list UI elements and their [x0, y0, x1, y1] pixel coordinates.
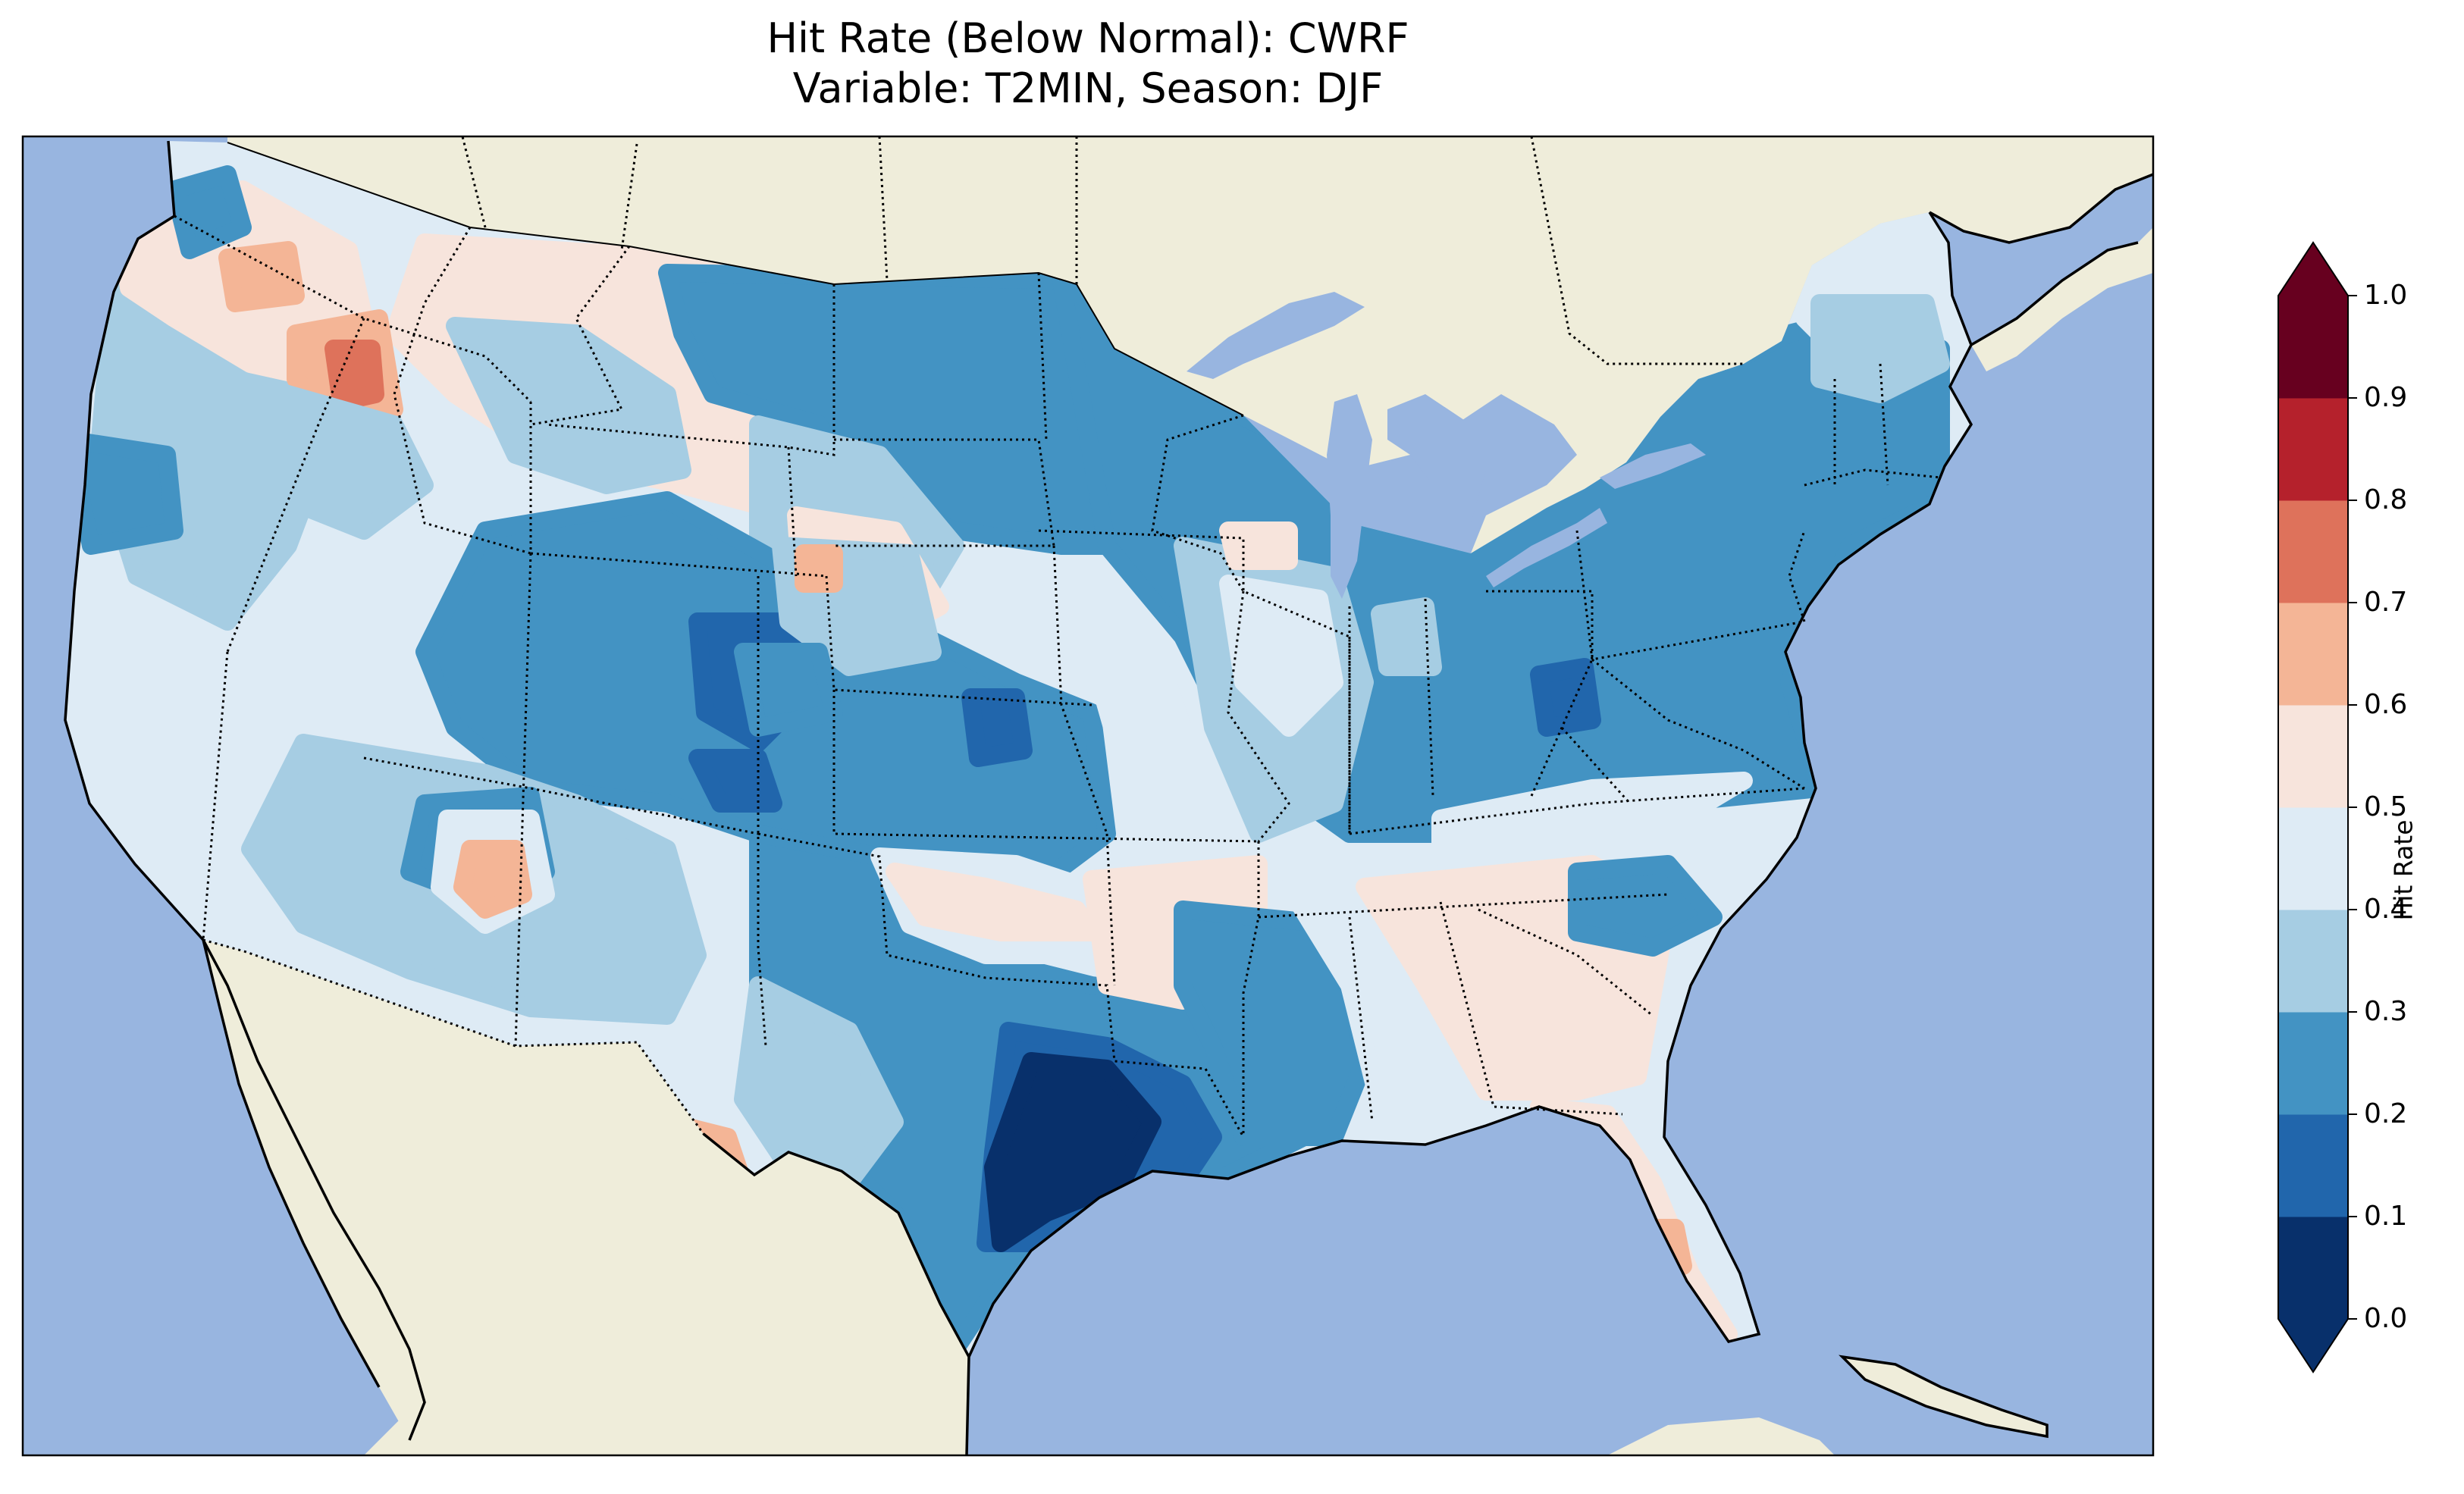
hit-rate-region [218, 241, 305, 312]
colorbar-extend-max [2278, 243, 2348, 296]
hit-rate-region [1090, 673, 1192, 744]
hit-rate-region [795, 544, 843, 593]
hit-rate-region [453, 840, 532, 919]
maritimes-land [1971, 227, 2153, 371]
colorbar-tick-label: 0.9 [2364, 382, 2408, 413]
hit-rate-region [688, 749, 782, 813]
hit-rate-region [961, 688, 1033, 767]
hit-rate-region [1371, 597, 1442, 676]
canada-us-border [227, 142, 1244, 416]
lake-erie [1486, 508, 1607, 587]
colorbar [2277, 241, 2357, 1373]
hit-rate-region [1810, 294, 1950, 403]
map-plot-area [23, 136, 2153, 1455]
map-frame [21, 135, 2155, 1457]
hit-rate-region [446, 317, 691, 494]
hit-rate-region [165, 165, 252, 259]
colorbar-tick-label: 0.1 [2364, 1201, 2408, 1232]
colorbar-bin [2278, 1012, 2348, 1115]
state-borders [174, 215, 1942, 1138]
colorbar-bin [2278, 705, 2348, 808]
colorbar-tick-label: 0.5 [2364, 791, 2408, 822]
hit-rate-region [734, 643, 843, 737]
colorbar-bin [2278, 398, 2348, 501]
hit-rate-region [1530, 658, 1601, 737]
baja-coastline [202, 939, 426, 1441]
mexico-us-border [202, 938, 970, 1358]
colorbar-bin [2278, 1217, 2348, 1320]
hit-rate-region [1431, 772, 1753, 866]
colorbar-tick-label: 0.7 [2364, 587, 2408, 618]
hit-rate-region [1219, 521, 1298, 570]
colorbar-bin [2278, 1114, 2348, 1217]
colorbar-tick-label: 0.6 [2364, 689, 2408, 720]
canada-land [227, 136, 2153, 553]
lake-ontario [1600, 443, 1706, 489]
colorbar-extend-min [2278, 1319, 2348, 1372]
lake-superior [1187, 292, 1365, 379]
lake-huron [1387, 394, 1486, 531]
colorbar-bin [2278, 910, 2348, 1013]
colorbar-tick-label: 0.2 [2364, 1098, 2408, 1129]
lake-michigan [1327, 394, 1372, 599]
hit-rate-region [1568, 855, 1723, 957]
colorbar-tick-label: 1.0 [2364, 280, 2408, 311]
hit-rate-region [324, 340, 384, 411]
colorbar-bin [2278, 500, 2348, 603]
colorbar-bin [2278, 603, 2348, 706]
colorbar-tick-label: 0.8 [2364, 484, 2408, 515]
cuba-land [1842, 1357, 2047, 1436]
cuba-coastline [1839, 1355, 2049, 1439]
yucatan-land [1607, 1417, 1835, 1455]
colorbar-bin [2278, 296, 2348, 399]
colorbar-tick-label: 0.4 [2364, 894, 2408, 925]
title-line-2: Variable: T2MIN, Season: DJF [792, 64, 1384, 112]
colorbar-bin [2278, 807, 2348, 910]
hit-rate-region [279, 385, 434, 540]
colorbar-tick-label: 0.3 [2364, 996, 2408, 1027]
map-title: Hit Rate (Below Normal): CWRF Variable: … [23, 14, 2153, 114]
colorbar-label: Hit Rate [2388, 819, 2419, 921]
great-lakes [1187, 292, 1706, 599]
title-line-1: Hit Rate (Below Normal): CWRF [766, 14, 1409, 62]
hit-rate-region [984, 1052, 1161, 1252]
colorbar-tick-label: 0.0 [2364, 1303, 2408, 1334]
canada-coastline [1929, 173, 2153, 346]
